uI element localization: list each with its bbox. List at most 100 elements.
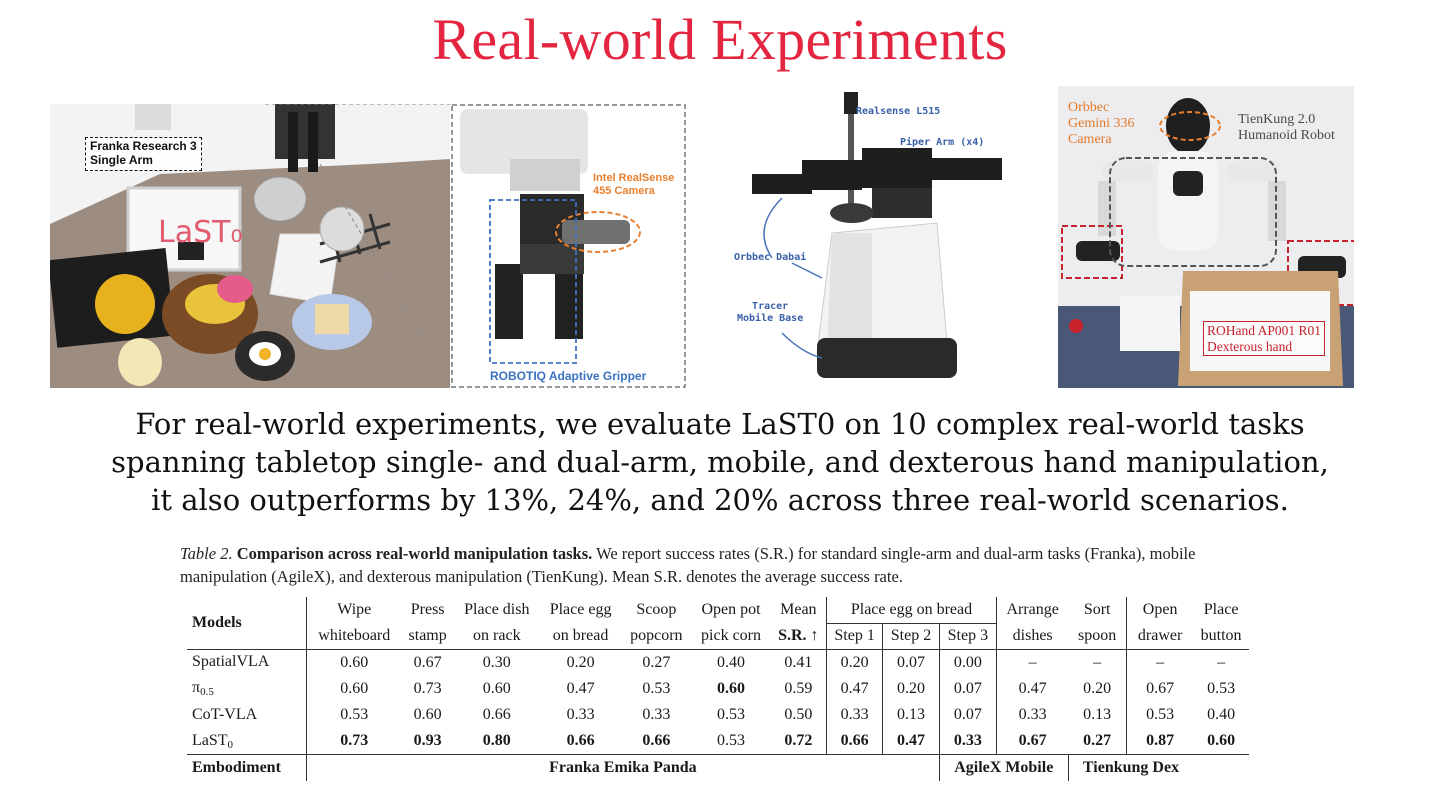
cell: 0.47 xyxy=(566,679,595,697)
realsense-l515-label: Realsense L515 xyxy=(856,106,941,117)
tienkung-robot-photo: Orbbec Gemini 336 Camera TienKung 2.0 Human… xyxy=(1058,86,1354,388)
agilex-header-top-0: Arrange xyxy=(1006,601,1059,619)
model-name: SpatialVLA xyxy=(187,649,308,676)
cell: 0.33 xyxy=(1018,706,1047,724)
model-name: LaST0 xyxy=(187,728,308,756)
cell: 0.50 xyxy=(770,702,827,729)
cell: 0.53 xyxy=(642,679,671,697)
cell: 0.53 xyxy=(340,706,369,724)
cell: 0.40 xyxy=(717,653,746,671)
cell: 0.07 xyxy=(882,649,940,676)
table-row: π0.5 0.60 0.73 0.60 0.47 0.53 0.60 0.59 … xyxy=(187,675,1249,703)
header-bottom-5: pick corn xyxy=(691,623,771,651)
header-top-4: Scoop xyxy=(636,601,677,619)
tienkung-robot-label: TienKung 2.0 Humanoid Robot xyxy=(1238,112,1335,144)
step-header-0: Step 1 xyxy=(826,623,884,651)
step-header-2: Step 3 xyxy=(939,623,998,651)
table-row: LaST0 0.73 0.93 0.80 0.66 0.66 0.53 0.72… xyxy=(187,728,1249,756)
cell: 0.66 xyxy=(621,728,692,756)
cell: 0.87 xyxy=(1126,728,1194,756)
cell: 0.60 xyxy=(413,706,442,724)
cell: 0.73 xyxy=(413,679,442,697)
cell: 0.60 xyxy=(482,679,511,697)
table-row: SpatialVLA 0.60 0.67 0.30 0.20 0.27 0.40… xyxy=(187,649,1249,676)
whiteboard-text: LaST₀ xyxy=(158,215,243,250)
cell: 0.20 xyxy=(566,653,595,671)
embodiment-agilex: AgileX Mobile xyxy=(939,754,1069,781)
cell: 0.13 xyxy=(1068,702,1128,729)
cell: 0.33 xyxy=(939,728,998,756)
cell: 0.07 xyxy=(939,675,998,703)
cell: 0.60 xyxy=(717,679,746,697)
cell: 0.41 xyxy=(770,649,827,676)
franka-arm-label: Franka Research 3 Single Arm xyxy=(85,137,202,171)
cell: 0.93 xyxy=(401,728,454,756)
tienkung-header-top-1: Place xyxy=(1203,601,1239,619)
cell: 0.07 xyxy=(939,702,998,729)
cell: 0.33 xyxy=(642,706,671,724)
cell: 0.40 xyxy=(1207,706,1236,724)
cell: 0.13 xyxy=(882,702,940,729)
header-top-1: Press xyxy=(410,601,445,619)
rohand-label: ROHand AP001 R01 Dexterous hand xyxy=(1203,321,1326,357)
cell: 0.47 xyxy=(1018,679,1047,697)
header-bottom-1: stamp xyxy=(401,623,454,651)
results-table: Models Wipe Press Place dish Place egg S… xyxy=(187,597,1249,781)
cell: 0.67 xyxy=(996,728,1069,756)
agilex-robot-photo: Realsense L515 Piper Arm (x4) Orbbec Dab… xyxy=(722,88,1022,388)
cell: – xyxy=(1068,649,1128,676)
cell: 0.20 xyxy=(1068,675,1128,703)
cell: 0.80 xyxy=(453,728,540,756)
header-top-0: Wipe xyxy=(337,601,372,619)
summary-line-3: it also outperforms by 13%, 24%, and 20%… xyxy=(151,483,1289,517)
header-top-3: Place egg xyxy=(549,601,612,619)
franka-scene-illustration xyxy=(50,104,686,388)
step-header-1: Step 2 xyxy=(882,623,940,651)
cell: – xyxy=(1156,653,1165,671)
tienkung-header-bottom-1: button xyxy=(1193,623,1249,651)
agilex-header-top-1: Sort xyxy=(1068,597,1128,624)
models-header: Models xyxy=(187,597,308,651)
cell: 0.53 xyxy=(1207,679,1236,697)
summary-text: For real-world experiments, we evaluate … xyxy=(0,405,1440,519)
cell: 0.66 xyxy=(539,728,622,756)
cell: 0.27 xyxy=(1068,728,1128,756)
cell: 0.53 xyxy=(717,706,746,724)
header-top-5: Open pot xyxy=(701,601,761,619)
cell: 0.33 xyxy=(826,702,884,729)
embodiment-label: Embodiment xyxy=(187,754,308,781)
table-row: CoT-VLA 0.53 0.60 0.66 0.33 0.33 0.53 0.… xyxy=(187,702,1249,729)
franka-setup-photo: Franka Research 3 Single Arm LaST₀ Intel … xyxy=(50,104,686,388)
embodiment-tienkung: Tienkung Dex xyxy=(1082,759,1180,777)
embodiment-franka: Franka Emika Panda xyxy=(306,754,940,781)
cell: 0.72 xyxy=(770,728,827,756)
table-number: Table 2. xyxy=(180,544,233,563)
cell: 0.30 xyxy=(482,653,511,671)
caption-bold: Comparison across real-world manipulatio… xyxy=(236,544,593,563)
place-egg-group-header: Place egg on bread xyxy=(826,597,998,624)
summary-line-1: For real-world experiments, we evaluate … xyxy=(135,407,1305,441)
orbbec-dabai-label: Orbbec Dabai xyxy=(734,252,807,263)
piper-arm-label: Piper Arm (x4) xyxy=(900,137,985,148)
tracer-base-label: Tracer Mobile Base xyxy=(737,301,804,324)
agilex-robot-illustration xyxy=(752,92,1002,378)
header-bottom-4: popcorn xyxy=(621,623,692,651)
cell: 0.60 xyxy=(340,653,369,671)
header-bottom-3: on bread xyxy=(539,623,622,651)
tienkung-header-bottom-0: drawer xyxy=(1126,623,1194,651)
slide-title: Real-world Experiments xyxy=(432,7,1008,72)
header-bottom-6: S.R. ↑ xyxy=(770,623,827,651)
model-name: CoT-VLA xyxy=(187,702,308,729)
cell: 0.00 xyxy=(939,649,998,676)
header-bottom-0: whiteboard xyxy=(306,623,402,651)
cell: 0.60 xyxy=(1193,728,1249,756)
header-top-2: Place dish xyxy=(464,601,530,619)
cell: 0.20 xyxy=(882,675,940,703)
cell: 0.59 xyxy=(770,675,827,703)
cell: 0.53 xyxy=(1146,706,1175,724)
cell: 0.66 xyxy=(826,728,884,756)
orbbec-gemini-label: Orbbec Gemini 336 Camera xyxy=(1068,100,1135,148)
agilex-header-bottom-0: dishes xyxy=(996,623,1069,651)
cell: 0.60 xyxy=(340,679,369,697)
table-caption: Table 2. Comparison across real-world ma… xyxy=(180,542,1260,588)
